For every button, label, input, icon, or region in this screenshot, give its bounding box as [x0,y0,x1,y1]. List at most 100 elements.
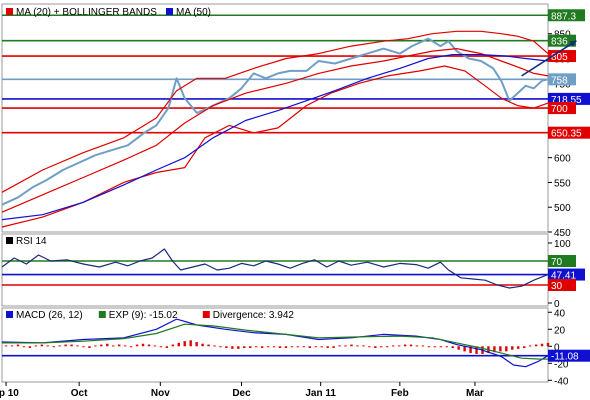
level-badge [548,34,576,47]
divergence-bar [522,346,526,348]
divergence-bar [40,344,43,347]
y-tick-label: -40 [554,376,569,387]
level-badge [548,73,576,86]
divergence-bar [493,346,496,353]
divergence-bar [457,346,460,350]
level-label: 758 [551,75,568,86]
series-bb_upper [1,30,549,193]
divergence-bar [332,346,335,348]
level-badge [548,9,585,22]
divergence-bar [106,343,109,347]
divergence-bar [219,346,222,348]
series-ma50 [1,53,549,221]
x-tick-label: Oct [71,388,88,399]
divergence-bar [243,346,246,348]
divergence-bar [52,346,55,348]
level-badge [548,279,576,291]
divergence-bar [70,344,73,347]
divergence-bar [94,345,97,347]
y-tick-label: 20 [554,325,566,336]
divergence-bar [511,346,514,350]
divergence-bar [391,345,395,347]
divergence-bar [415,345,419,347]
y-tick-label: 100 [554,239,571,250]
legend-swatch [166,8,173,15]
level-badge [548,126,590,139]
series-rsi [1,248,549,289]
divergence-bar [171,344,175,347]
divergence-bar [528,345,532,347]
divergence-bar [380,346,383,348]
x-tick-label: ep 10 [0,388,19,399]
divergence-bar [266,346,270,348]
level-badge [548,102,576,115]
level-label: 887.3 [551,11,576,22]
level-badge [548,349,590,362]
legend-swatch [6,311,13,318]
divergence-bar [374,346,377,348]
divergence-bar [213,345,216,347]
divergence-bar [499,346,502,352]
level-label: 70 [551,257,563,268]
series-macd [1,318,549,368]
legend-swatch [6,8,13,15]
legend-label: MACD (26, 12) [16,310,83,321]
series-price [1,37,549,206]
divergence-bar [231,346,234,349]
panel-frame [1,233,549,307]
divergence-bar [183,341,186,347]
legend-label: Divergence: 3.942 [213,310,295,321]
divergence-bar [76,345,79,347]
series-signal [2,323,549,360]
divergence-bar [88,346,91,348]
level-badge [548,50,576,63]
divergence-bar [296,346,300,348]
divergence-bar [439,346,443,348]
legend-label: MA (20) + BOLLINGER BANDS [16,7,157,18]
y-tick-label: 0 [554,299,560,310]
divergence-bar [153,345,157,347]
series-bb_mid [1,47,549,213]
level-label: 700 [551,104,568,115]
divergence-bar [290,346,294,348]
divergence-bar [338,345,341,347]
legend-swatch [202,311,210,318]
level-label: 718.55 [551,95,582,106]
divergence-bar [403,344,407,347]
divergence-bar [58,345,61,347]
divergence-bar [278,346,282,348]
divergence-bar [302,346,306,348]
divergence-bar [118,344,121,347]
panel-frame [1,3,549,233]
divergence-bar [4,345,8,347]
divergence-bar [141,343,145,347]
level-badge [548,268,585,281]
divergence-bar [433,346,437,348]
divergence-bar [34,345,38,347]
projection-arrow-line [521,40,577,77]
y-tick-label: 600 [554,154,571,165]
x-tick-label: Nov [151,388,170,399]
divergence-bar [272,346,276,348]
divergence-bar [237,346,240,349]
divergence-bar [445,346,448,348]
divergence-bar [421,345,425,347]
divergence-bar [427,346,431,348]
divergence-bar [546,342,550,347]
divergence-bar [517,346,520,349]
divergence-bar [475,346,478,354]
level-label: 805 [551,52,568,63]
divergence-bar [135,344,139,347]
level-label: 836 [551,37,568,48]
divergence-bar [249,346,252,348]
divergence-bar [129,346,133,348]
divergence-bar [356,345,359,347]
divergence-bar [16,344,20,347]
divergence-bar [82,346,85,348]
divergence-bar [308,346,311,348]
level-label: 650.35 [551,129,582,140]
y-tick-label: 40 [554,308,566,319]
divergence-bar [147,344,151,347]
y-tick-label: 450 [554,228,571,239]
divergence-bar [326,346,329,348]
